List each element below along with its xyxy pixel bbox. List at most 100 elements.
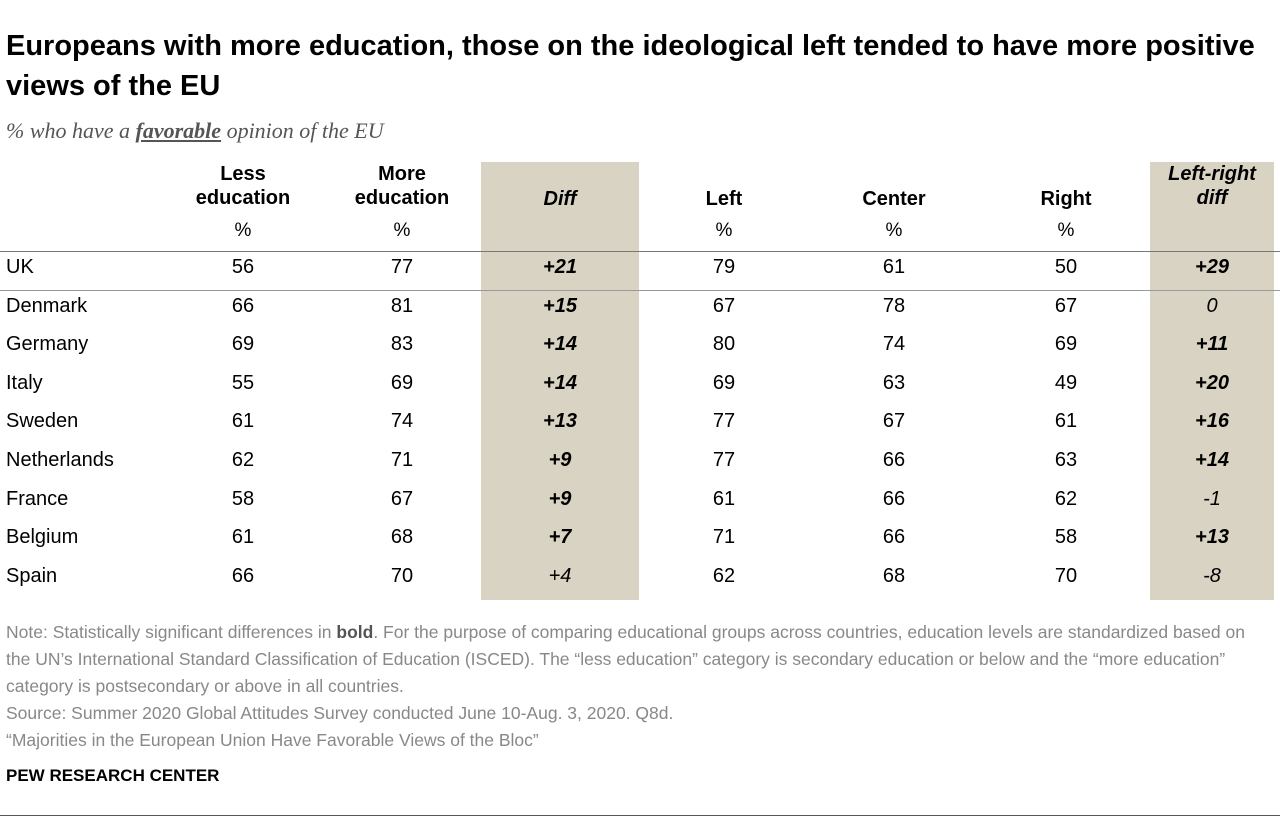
table-cell: 67 [390, 487, 414, 510]
table-cell: 78 [882, 294, 906, 317]
table-cell: 62 [1054, 487, 1078, 510]
table-cell: 61 [1054, 410, 1078, 433]
table-cell: -8 [1203, 564, 1221, 587]
table-cell: 66 [882, 449, 906, 471]
note-bold-word: bold [336, 622, 374, 642]
row-label-germany: Germany [6, 333, 89, 356]
table-cell: +14 [543, 371, 577, 394]
table-cell: 77 [390, 256, 414, 278]
table-cell: 79 [712, 256, 736, 278]
shaded-column-lr_diff [1150, 162, 1274, 600]
column-unit-right: % [1057, 220, 1075, 241]
row-label-belgium: Belgium [6, 526, 79, 549]
brand-label: PEW RESEARCH CENTER [6, 766, 220, 785]
table-cell: 68 [882, 564, 906, 587]
table-cell: 50 [1054, 256, 1078, 278]
table-cell: 49 [1054, 371, 1078, 394]
table-cell: +21 [543, 256, 577, 278]
table-cell: +9 [548, 449, 572, 471]
column-header-line: education [354, 187, 450, 209]
table-cell: 69 [1054, 333, 1078, 356]
source-text: Source: Summer 2020 Global Attitudes Sur… [6, 703, 674, 723]
table-cell: 70 [390, 564, 414, 587]
column-header-line: diff [1196, 187, 1228, 209]
column-header-right: Right [991, 187, 1141, 211]
table-cell: 61 [882, 256, 906, 278]
table-cell: +14 [1195, 449, 1229, 471]
row-label-spain: Spain [6, 564, 58, 587]
table-cell: 83 [390, 333, 414, 356]
shaded-column-edu_diff [481, 162, 639, 600]
table-cell: 63 [882, 371, 906, 394]
subtitle-keyword: favorable [135, 118, 222, 143]
column-header-line: Diff [543, 188, 577, 210]
table-cell: -1 [1203, 487, 1221, 510]
table-cell: 0 [1206, 294, 1218, 317]
column-header-line: Left [705, 188, 743, 210]
table-cell: 71 [712, 526, 736, 549]
table-cell: 67 [712, 294, 736, 317]
table-cell: 80 [712, 333, 736, 356]
column-header-line: Left-right [1168, 163, 1256, 185]
table-cell: 58 [1054, 526, 1078, 549]
subtitle-before: % who have a [6, 118, 136, 143]
subtitle-after: opinion of the EU [221, 118, 384, 143]
column-unit-less_edu: % [234, 220, 252, 241]
table-cell: 62 [712, 564, 736, 587]
table-cell: 69 [231, 333, 255, 356]
table-cell: 66 [231, 564, 255, 587]
header-divider [0, 251, 1280, 252]
table-cell: +15 [543, 294, 577, 317]
table-cell: 61 [231, 526, 255, 549]
table-cell: +11 [1195, 333, 1229, 356]
table-cell: +9 [548, 487, 572, 510]
column-unit-left: % [715, 220, 733, 241]
column-header-line: Right [1040, 188, 1092, 210]
first-row-divider [0, 290, 1280, 291]
table-cell: 56 [231, 256, 255, 278]
note-rest: . For the purpose of comparing education… [6, 622, 1245, 696]
column-header-edu_diff: Diff [485, 187, 635, 211]
row-label-sweden: Sweden [6, 410, 79, 433]
table-cell: +16 [1195, 410, 1229, 433]
table-cell: 66 [882, 487, 906, 510]
table-cell: +7 [548, 526, 572, 549]
column-header-line: More [378, 163, 426, 185]
row-label-uk: UK [6, 256, 34, 278]
table-cell: 62 [231, 449, 255, 471]
report-title: “Majorities in the European Union Have F… [6, 730, 539, 750]
note-prefix: Note: Statistically significant differen… [6, 622, 337, 642]
note-text: Note: Statistically significant differen… [6, 619, 1274, 700]
table-cell: 61 [712, 487, 736, 510]
table-cell: 67 [1054, 294, 1078, 317]
column-header-center: Center [819, 187, 969, 211]
table-cell: +13 [543, 410, 577, 433]
row-label-italy: Italy [6, 371, 43, 394]
table-cell: 77 [712, 410, 736, 433]
row-label-netherlands: Netherlands [6, 449, 114, 471]
column-header-left: Left [649, 187, 799, 211]
table-cell: 61 [231, 410, 255, 433]
table-cell: 67 [882, 410, 906, 433]
row-label-france: France [6, 487, 69, 510]
column-unit-center: % [885, 220, 903, 241]
column-unit-more_edu: % [393, 220, 411, 241]
table-cell: 58 [231, 487, 255, 510]
table-cell: 71 [390, 449, 414, 471]
chart-notes: Note: Statistically significant differen… [6, 619, 1274, 754]
table-cell: 68 [390, 526, 414, 549]
bottom-divider [0, 815, 1280, 816]
table-cell: 74 [882, 333, 906, 356]
table-cell: 74 [390, 410, 414, 433]
table-cell: 70 [1054, 564, 1078, 587]
table-cell: 69 [390, 371, 414, 394]
table-cell: 63 [1054, 449, 1078, 471]
column-header-line: Center [862, 188, 926, 210]
table-cell: +29 [1195, 256, 1229, 278]
column-header-line: Less [220, 163, 266, 185]
table-cell: 69 [712, 371, 736, 394]
table-cell: 81 [390, 294, 414, 317]
chart-title: Europeans with more education, those on … [6, 30, 1255, 102]
table-cell: 77 [712, 449, 736, 471]
table-cell: +4 [548, 564, 572, 587]
